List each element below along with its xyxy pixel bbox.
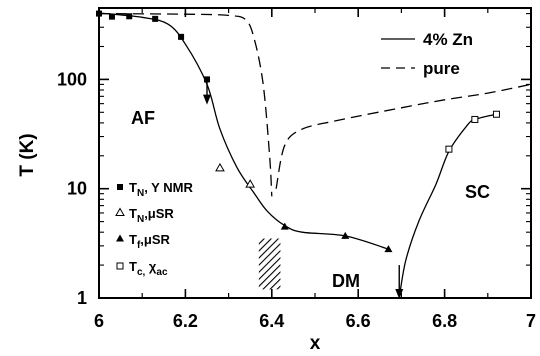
data-point-filled-square (178, 33, 185, 40)
zn-solid-curve (98, 12, 389, 250)
x-axis-title: x (310, 333, 321, 354)
line-legend: 4% Zn pure (381, 30, 473, 78)
legend-marker-filled-triangle (116, 234, 124, 242)
legend-entry-tf-musr: Tf,μSR (129, 232, 171, 251)
y-tick-label: 100 (57, 69, 87, 89)
legend-entry-tn-ynmr: TN, Y NMR (129, 180, 193, 199)
legend-marker-open-square (116, 262, 124, 270)
data-point-filled-square (96, 10, 102, 17)
data-point-open-triangle (245, 179, 256, 188)
arrow-head (203, 94, 211, 105)
tick-labels: 6 6.2 6.4 6.6 6.8 7 1 10 100 (57, 69, 536, 331)
data-point-open-square (471, 115, 479, 123)
region-label-af: AF (131, 108, 155, 128)
data-point-filled-square (126, 13, 133, 20)
x-tick-label: 6 (94, 311, 104, 331)
pure-dashed-curve (275, 83, 532, 189)
legend-label-pure: pure (423, 59, 460, 78)
plot-frame (98, 7, 532, 299)
marker-legend: TN, Y NMR TN,μSR Tf,μSR Tc, χac (115, 180, 193, 278)
legend-marker-open-triangle (115, 207, 125, 216)
data-point-filled-triangle (341, 231, 350, 239)
data-point-open-square (492, 110, 500, 118)
x-tick-label: 6.2 (173, 311, 198, 331)
x-tick-label: 6.6 (346, 311, 371, 331)
data-point-filled-triangle (280, 222, 289, 230)
tick-marks (98, 8, 532, 299)
region-label-sc: SC (465, 182, 490, 202)
legend-label-4pct-zn: 4% Zn (423, 30, 473, 49)
data-point-filled-square (108, 13, 115, 20)
hatched-region (258, 238, 281, 290)
x-tick-label: 7 (526, 311, 536, 331)
y-tick-label: 1 (77, 288, 87, 308)
y-tick-label: 10 (67, 179, 87, 199)
data-point-filled-square (204, 76, 210, 83)
x-tick-label: 6.8 (432, 311, 457, 331)
x-tick-label: 6.4 (259, 311, 284, 331)
y-axis-title: T (K) (17, 133, 38, 176)
data-markers (96, 10, 500, 253)
hatched-region-group (258, 238, 281, 290)
arrows (203, 79, 404, 299)
data-point-open-square (445, 145, 453, 153)
arrow-head (395, 289, 404, 299)
data-point-filled-square (152, 15, 159, 22)
data-point-open-triangle (215, 162, 225, 172)
data-point-filled-triangle (384, 245, 393, 253)
legend-entry-tn-musr: TN,μSR (129, 206, 174, 225)
region-label-dm: DM (332, 271, 360, 291)
zn-solid-curve (398, 113, 497, 299)
legend-marker-filled-square (117, 184, 123, 190)
legend-entry-tc-chiac: Tc, χac (129, 259, 168, 278)
curves (98, 12, 532, 299)
pure-dashed-curve (98, 12, 273, 197)
